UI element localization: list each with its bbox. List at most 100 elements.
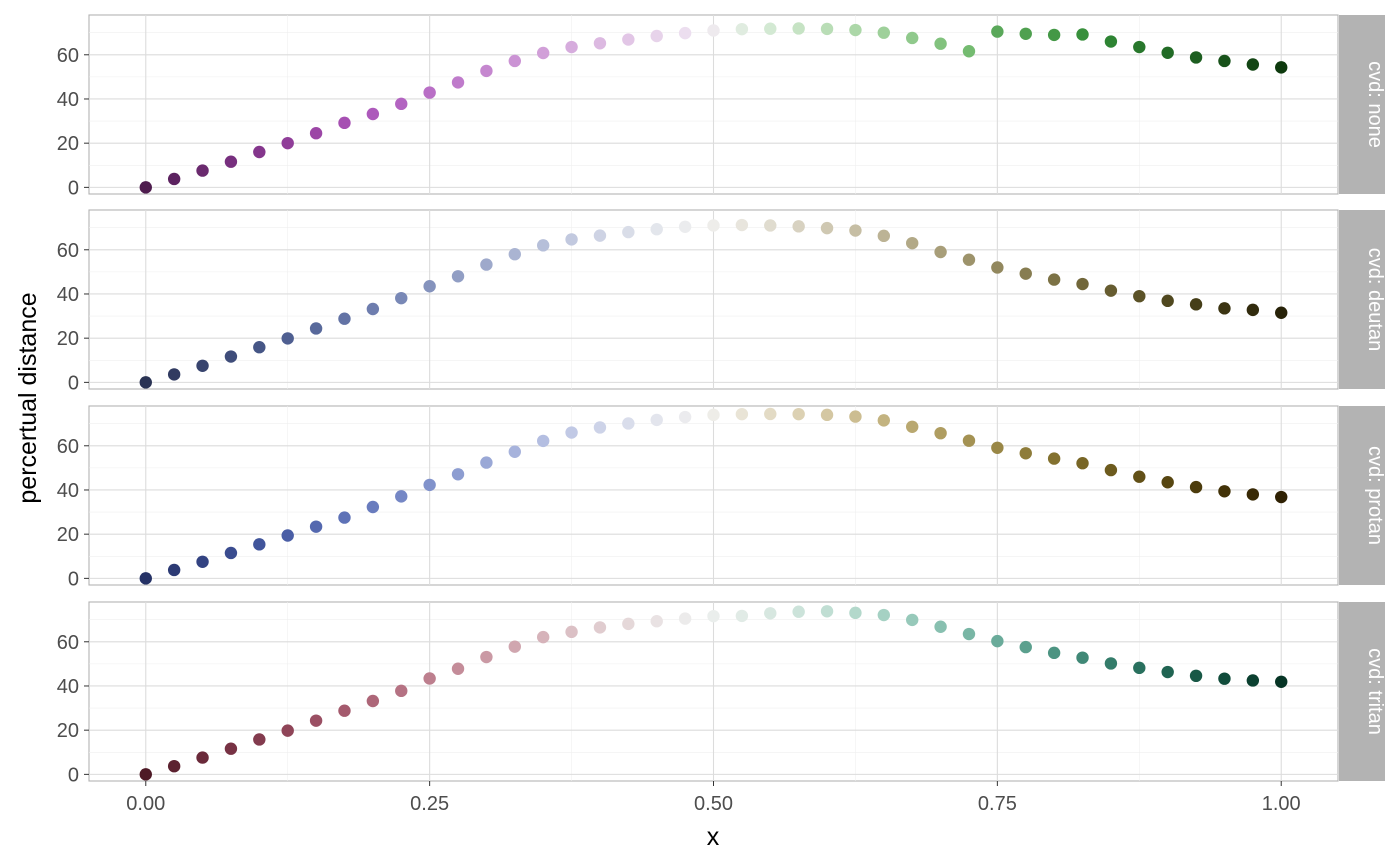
data-point xyxy=(593,421,607,434)
data-point xyxy=(991,634,1004,648)
y-tick-label: 20 xyxy=(57,720,79,742)
data-point xyxy=(1019,27,1032,40)
data-point xyxy=(1133,661,1146,675)
data-point xyxy=(792,220,805,233)
data-point xyxy=(849,606,862,620)
data-point xyxy=(167,759,181,773)
data-point xyxy=(622,617,635,631)
data-point xyxy=(139,572,152,585)
data-point xyxy=(678,220,692,233)
data-point xyxy=(1275,490,1288,504)
data-point xyxy=(1104,35,1118,48)
data-point xyxy=(991,261,1004,274)
data-point xyxy=(678,410,692,424)
data-point xyxy=(508,247,521,261)
data-point xyxy=(1218,672,1231,685)
data-point xyxy=(906,613,919,627)
data-point xyxy=(650,413,663,427)
data-point xyxy=(167,172,181,186)
data-point xyxy=(139,181,152,194)
data-point xyxy=(480,650,493,664)
data-point xyxy=(338,704,351,717)
data-point xyxy=(1161,46,1174,59)
data-point xyxy=(536,239,550,252)
data-point xyxy=(309,127,323,140)
data-point xyxy=(451,270,465,283)
data-point xyxy=(1246,303,1260,317)
data-point xyxy=(508,640,521,653)
data-point xyxy=(1019,640,1032,654)
data-point xyxy=(622,33,635,46)
data-point xyxy=(423,86,436,99)
data-point xyxy=(906,31,919,45)
data-point xyxy=(451,662,465,675)
data-point xyxy=(1189,51,1203,64)
data-point xyxy=(366,694,380,708)
data-point xyxy=(1161,476,1174,489)
data-point xyxy=(735,407,749,421)
data-point xyxy=(224,742,238,755)
data-point xyxy=(1019,267,1032,280)
data-point xyxy=(735,218,749,232)
y-tick-label: 0 xyxy=(68,764,79,786)
data-point xyxy=(139,376,152,389)
data-point xyxy=(366,500,380,514)
x-tick-label: 0.25 xyxy=(410,793,449,815)
facet-strip-label: cvd: deutan xyxy=(1364,248,1386,351)
data-point xyxy=(1076,277,1089,291)
data-point xyxy=(1161,294,1174,308)
data-point xyxy=(565,426,578,439)
data-point xyxy=(678,26,692,40)
facet-strip-label: cvd: none xyxy=(1364,61,1386,148)
data-point xyxy=(224,155,238,168)
y-tick-label: 60 xyxy=(57,632,79,654)
data-point xyxy=(224,350,238,363)
data-point xyxy=(480,456,493,469)
data-point xyxy=(593,621,607,634)
data-point xyxy=(1104,657,1118,670)
y-tick-label: 0 xyxy=(68,177,79,199)
data-point xyxy=(849,23,862,37)
data-point xyxy=(962,253,976,266)
data-point xyxy=(650,29,663,43)
data-point xyxy=(764,607,777,620)
data-point xyxy=(1246,674,1260,687)
data-point xyxy=(536,46,550,60)
data-point xyxy=(1246,488,1260,501)
data-point xyxy=(1161,665,1174,679)
data-point xyxy=(792,407,805,421)
data-point xyxy=(1133,289,1146,303)
data-point xyxy=(423,280,436,293)
data-point xyxy=(707,24,720,37)
data-point xyxy=(792,22,805,35)
data-point xyxy=(1019,447,1032,460)
data-point xyxy=(1104,463,1118,477)
data-point xyxy=(877,414,891,427)
data-point xyxy=(1104,284,1118,297)
data-point xyxy=(196,555,209,568)
data-point xyxy=(707,219,720,232)
data-point xyxy=(565,233,578,246)
data-point xyxy=(1275,306,1288,319)
data-point xyxy=(820,408,834,422)
data-point xyxy=(934,37,947,50)
data-point xyxy=(820,22,834,36)
data-point xyxy=(1047,452,1061,465)
data-point xyxy=(707,408,720,422)
facet-panel: 0 20 40 60 cvd: tritan xyxy=(57,601,1386,786)
data-point xyxy=(451,76,465,89)
data-point xyxy=(309,520,323,533)
y-tick-label: 40 xyxy=(57,89,79,111)
data-point xyxy=(764,22,777,35)
data-point xyxy=(764,407,777,421)
y-axis-title: percertual distance xyxy=(14,292,42,503)
data-point xyxy=(196,359,209,372)
data-point xyxy=(622,417,635,430)
data-point xyxy=(366,107,380,121)
data-point xyxy=(281,332,294,345)
data-point xyxy=(167,368,181,381)
data-point xyxy=(1076,651,1089,664)
y-tick-label: 20 xyxy=(57,328,79,350)
facet-strip-label: cvd: tritan xyxy=(1364,648,1386,735)
